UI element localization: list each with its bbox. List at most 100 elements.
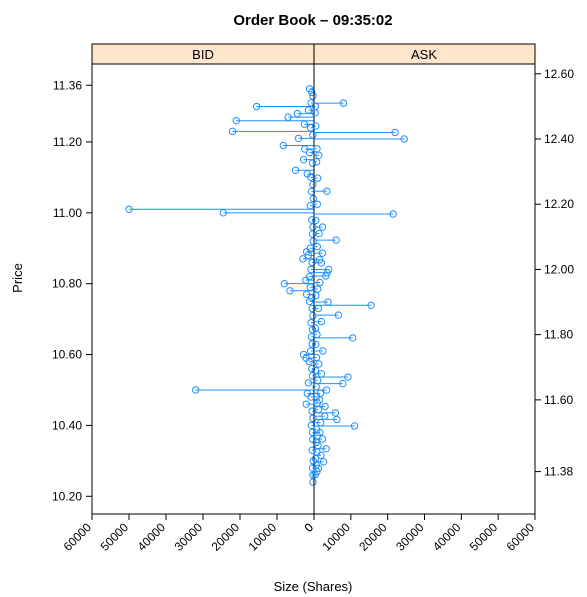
bid-strip-label: BID [192, 47, 214, 62]
data-point [315, 229, 323, 238]
y-tick-label: 10.80 [52, 277, 82, 291]
data-point [294, 134, 303, 143]
bid-panel: BID [91, 43, 317, 515]
data-point [312, 122, 320, 130]
ask-y-axis: 11.38 11.60 11.80 12.00 12.20 12.40 12.60 [535, 67, 574, 479]
data-point [331, 409, 340, 417]
data-point [308, 340, 316, 348]
data-point [315, 360, 323, 368]
data-point [308, 365, 316, 373]
data-point [322, 445, 330, 453]
data-point [299, 155, 308, 164]
data-point [315, 255, 324, 264]
chart-title: Order Book – 09:35:02 [233, 12, 392, 29]
data-point [322, 386, 331, 394]
x-tick-label: 20000 [356, 520, 390, 554]
data-point [309, 180, 317, 189]
data-point [191, 386, 200, 394]
data-point [325, 265, 333, 274]
ask-plot-frame [313, 63, 536, 515]
x-tick-label: 40000 [430, 520, 464, 554]
ask-strip-label: ASK [411, 47, 437, 62]
x-tick-label: 60000 [504, 520, 538, 554]
y-tick-label: 10.60 [52, 348, 82, 362]
data-point [299, 255, 307, 263]
data-point [319, 458, 328, 466]
data-point [332, 236, 340, 244]
data-point [321, 402, 329, 411]
data-point [309, 414, 317, 423]
data-point [309, 194, 317, 203]
data-point [350, 422, 359, 430]
data-point [309, 237, 317, 245]
y-tick-label: 12.60 [544, 67, 574, 81]
data-point [318, 249, 327, 257]
data-point [391, 128, 399, 137]
data-point [312, 158, 321, 166]
data-point [308, 216, 316, 224]
data-point [302, 400, 310, 408]
data-point [312, 353, 321, 362]
data-point [318, 435, 327, 443]
data-point [309, 92, 317, 100]
data-point [339, 99, 348, 107]
x-tick-label: 40000 [135, 520, 169, 554]
y-tick-label: 11.80 [544, 328, 573, 342]
data-point [313, 200, 322, 208]
x-tick-label: 10000 [246, 520, 280, 554]
data-point [318, 223, 327, 231]
data-point [308, 88, 316, 97]
data-point [339, 379, 347, 388]
data-point [219, 209, 228, 217]
data-point [367, 301, 375, 310]
data-point [317, 370, 326, 378]
data-point [389, 210, 397, 218]
y-tick-label: 12.40 [544, 132, 574, 146]
data-point [300, 120, 309, 128]
data-point [316, 278, 324, 287]
x-tick-label: 30000 [172, 520, 206, 554]
data-point [286, 287, 294, 295]
data-point [324, 298, 332, 306]
data-point [313, 145, 321, 153]
y-tick-label: 11.20 [53, 135, 82, 149]
data-point [291, 166, 300, 174]
data-point [334, 311, 343, 319]
data-point [279, 141, 287, 150]
bid-marks [125, 64, 317, 514]
data-point [308, 230, 317, 238]
data-point [305, 357, 313, 366]
data-point [315, 151, 323, 160]
data-point [125, 205, 133, 213]
y-tick-label: 11.36 [53, 78, 82, 92]
y-tick-label: 10.20 [52, 489, 82, 503]
x-tick-label: 50000 [467, 520, 501, 554]
y-tick-label: 11.38 [544, 465, 573, 479]
data-point [313, 242, 322, 251]
x-tick-label: 20000 [209, 520, 243, 554]
y-axis-label: Price [10, 263, 25, 293]
data-point [302, 248, 311, 256]
data-point [304, 379, 313, 387]
x-tick-label: 50000 [98, 520, 132, 554]
y-tick-label: 12.00 [544, 262, 574, 276]
x-axis-label: Size (Shares) [274, 579, 353, 594]
data-point [308, 159, 317, 167]
data-point [252, 102, 261, 111]
data-point [312, 340, 320, 349]
data-point [305, 297, 314, 306]
data-point [400, 135, 408, 143]
y-tick-label: 11.60 [544, 393, 573, 407]
data-point [313, 285, 322, 293]
data-point [308, 446, 316, 454]
y-tick-label: 10.40 [52, 418, 82, 432]
ask-panel: ASK [311, 43, 536, 515]
data-point [319, 347, 327, 355]
data-point [305, 148, 314, 157]
x-tick-label: 60000 [61, 520, 95, 554]
y-tick-label: 12.20 [544, 197, 574, 211]
bid-y-axis: 10.20 10.40 10.60 10.80 11.00 11.20 11.36 [52, 78, 92, 503]
data-point [312, 291, 320, 300]
